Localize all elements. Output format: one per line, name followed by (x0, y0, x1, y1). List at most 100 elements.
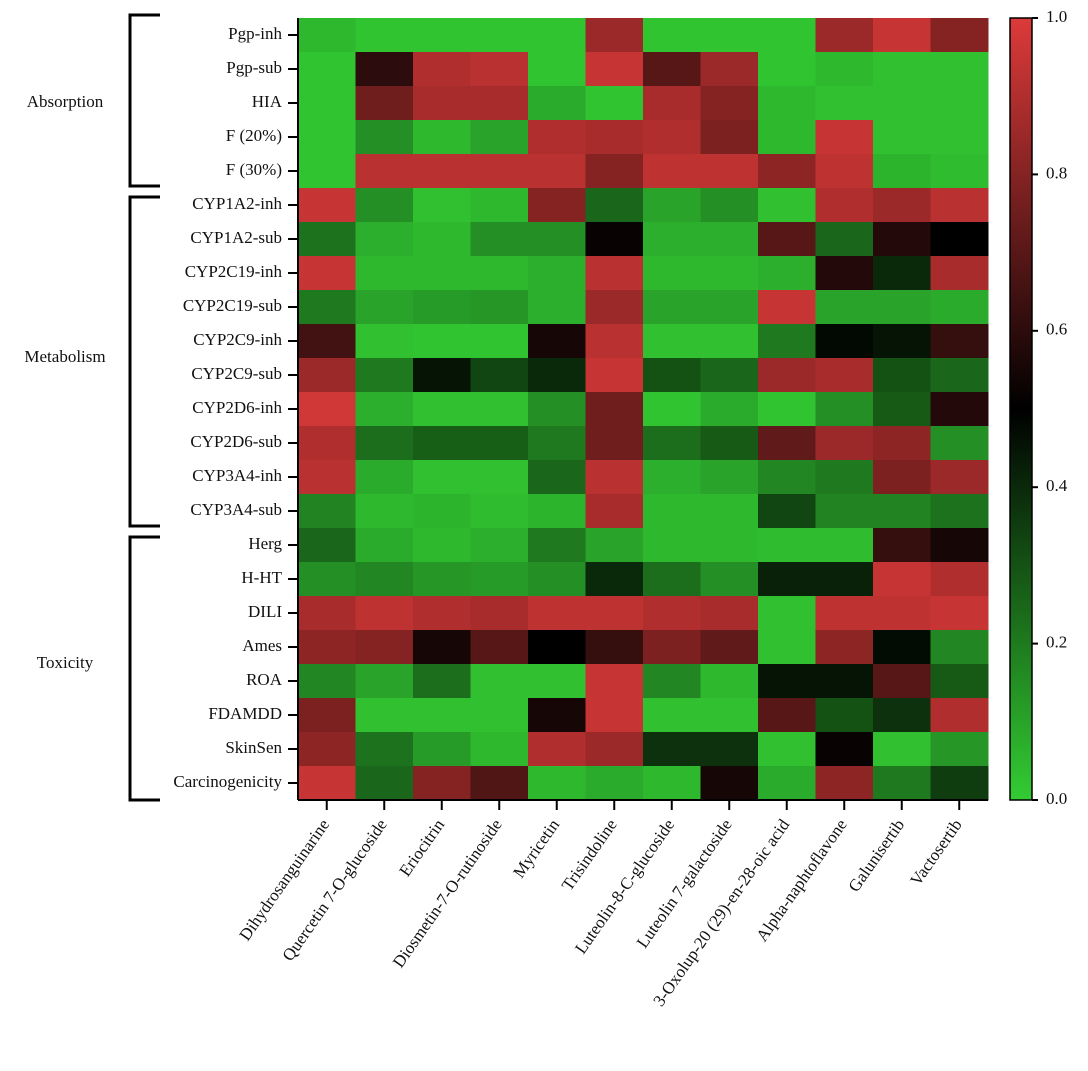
heat-cell (758, 188, 816, 223)
heat-cell (355, 392, 414, 427)
heat-cell (528, 392, 586, 427)
heat-cell (758, 664, 816, 699)
row-label: CYP1A2-inh (192, 194, 282, 213)
row-label: H-HT (241, 568, 282, 587)
heat-cell (528, 120, 586, 155)
heat-cell (930, 698, 989, 733)
heat-cell (470, 256, 529, 291)
heat-cell (815, 358, 874, 393)
heat-cell (298, 18, 356, 53)
row-label: Ames (242, 636, 282, 655)
heat-cell (470, 154, 529, 189)
heat-cell (815, 392, 874, 427)
heat-cell (585, 664, 644, 699)
heat-cell (930, 358, 989, 393)
heat-cell (528, 664, 586, 699)
heat-cell (643, 426, 701, 461)
heat-cell (585, 52, 644, 87)
row-label: CYP2C9-sub (191, 364, 282, 383)
heat-cell (930, 460, 989, 495)
heat-cell (930, 324, 989, 359)
heat-cell (930, 494, 989, 529)
heat-cell (700, 324, 759, 359)
heat-cell (528, 630, 586, 665)
heat-cell (413, 528, 471, 563)
heat-cell (355, 732, 414, 767)
row-label: Pgp-sub (226, 58, 282, 77)
row-label: CYP3A4-inh (192, 466, 282, 485)
heat-cell (355, 86, 414, 121)
heat-cell (643, 18, 701, 53)
heat-cell (643, 630, 701, 665)
heat-cell (758, 18, 816, 53)
heat-cell (643, 154, 701, 189)
heat-cell (758, 120, 816, 155)
heat-cell (643, 766, 701, 801)
heat-cell (413, 256, 471, 291)
heat-cell (758, 596, 816, 631)
heat-cell (413, 698, 471, 733)
heat-cell (413, 426, 471, 461)
heat-cell (700, 392, 759, 427)
heat-cell (758, 290, 816, 325)
heat-cell (758, 324, 816, 359)
heat-cell (413, 494, 471, 529)
heat-cell (700, 698, 759, 733)
group-label: Toxicity (37, 653, 94, 672)
heat-cell (643, 256, 701, 291)
heat-cell (700, 86, 759, 121)
heat-cell (700, 460, 759, 495)
heat-cell (298, 392, 356, 427)
heat-cell (758, 460, 816, 495)
heat-cell (298, 188, 356, 223)
row-label: Carcinogenicity (173, 772, 282, 791)
heat-cell (470, 630, 529, 665)
heat-cell (873, 698, 931, 733)
heat-cell (355, 120, 414, 155)
heat-cell (470, 290, 529, 325)
heat-cell (873, 154, 931, 189)
heat-cell (585, 86, 644, 121)
heat-cell (643, 358, 701, 393)
heat-cell (355, 358, 414, 393)
heat-cell (528, 732, 586, 767)
heat-cell (470, 664, 529, 699)
heat-cell (355, 324, 414, 359)
heat-cell (470, 494, 529, 529)
heat-cell (298, 222, 356, 257)
heat-cell (528, 188, 586, 223)
heat-cell (873, 324, 931, 359)
heat-cell (528, 562, 586, 597)
heat-cell (355, 528, 414, 563)
heat-cell (758, 766, 816, 801)
heat-cell (758, 426, 816, 461)
column-label: Quercetin 7-O-glucoside (278, 816, 390, 965)
column-label: Eriocitrin (395, 815, 448, 880)
heat-cell (873, 664, 931, 699)
heat-cell (930, 766, 989, 801)
heat-cell (413, 358, 471, 393)
colorbar-tick-label: 0.6 (1046, 320, 1067, 339)
heat-cell (758, 358, 816, 393)
heat-cell (643, 120, 701, 155)
heat-cell (930, 154, 989, 189)
group-bracket (128, 535, 160, 802)
row-label: CYP2D6-sub (190, 432, 282, 451)
heat-cell (643, 494, 701, 529)
colorbar-tick-label: 0.4 (1046, 476, 1068, 495)
heat-cell (815, 154, 874, 189)
column-label: Galunisertib (844, 816, 908, 896)
heat-cell (643, 698, 701, 733)
heat-cell (298, 52, 356, 87)
heat-cell (413, 766, 471, 801)
heat-cell (413, 52, 471, 87)
heat-cell (758, 52, 816, 87)
heat-cell (873, 766, 931, 801)
heat-cell (585, 358, 644, 393)
heat-cell (873, 562, 931, 597)
heat-cell (815, 562, 874, 597)
heat-cell (930, 630, 989, 665)
heat-cell (298, 256, 356, 291)
row-label: CYP2C19-sub (183, 296, 282, 315)
heat-cell (758, 698, 816, 733)
